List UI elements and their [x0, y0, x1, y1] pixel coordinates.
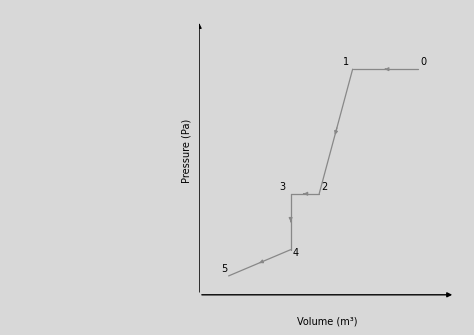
- Text: Pressure (Pa): Pressure (Pa): [182, 119, 192, 183]
- Text: 0: 0: [420, 57, 427, 67]
- Text: 3: 3: [279, 182, 285, 192]
- Text: 4: 4: [292, 248, 299, 258]
- Text: Volume (m³): Volume (m³): [297, 317, 357, 327]
- Text: 5: 5: [221, 264, 227, 274]
- Text: 1: 1: [343, 57, 349, 67]
- Text: 2: 2: [321, 182, 328, 192]
